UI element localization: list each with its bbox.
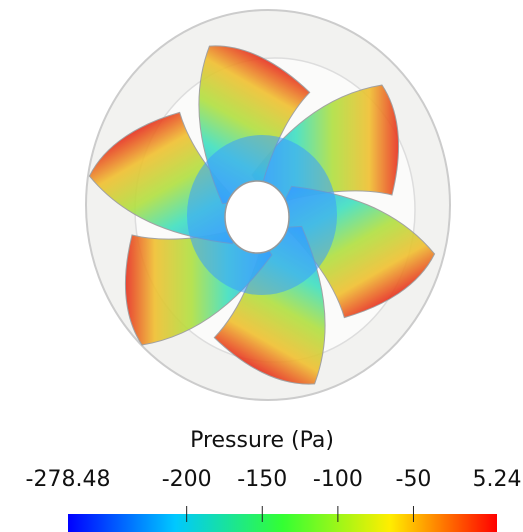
colorbar-end-label: -278.48: [26, 467, 111, 492]
colorbar-end-label: 5.24: [473, 467, 522, 492]
colorbar-tick-label: -150: [237, 467, 287, 492]
visualization: Pressure (Pa) -278.48 5.24 -200 -150 -100 -50: [0, 0, 523, 532]
page: Pressure (Pa) -278.48 5.24 -200 -150 -100 -50…: [0, 0, 523, 532]
colorbar-tick-label: -100: [313, 467, 363, 492]
colorbar-tick-label: -50: [396, 467, 432, 492]
fan: [81, 10, 450, 400]
colorbar: [68, 514, 497, 532]
colorbar-tick-label: -200: [162, 467, 212, 492]
colorbar-title: Pressure (Pa): [190, 428, 334, 453]
